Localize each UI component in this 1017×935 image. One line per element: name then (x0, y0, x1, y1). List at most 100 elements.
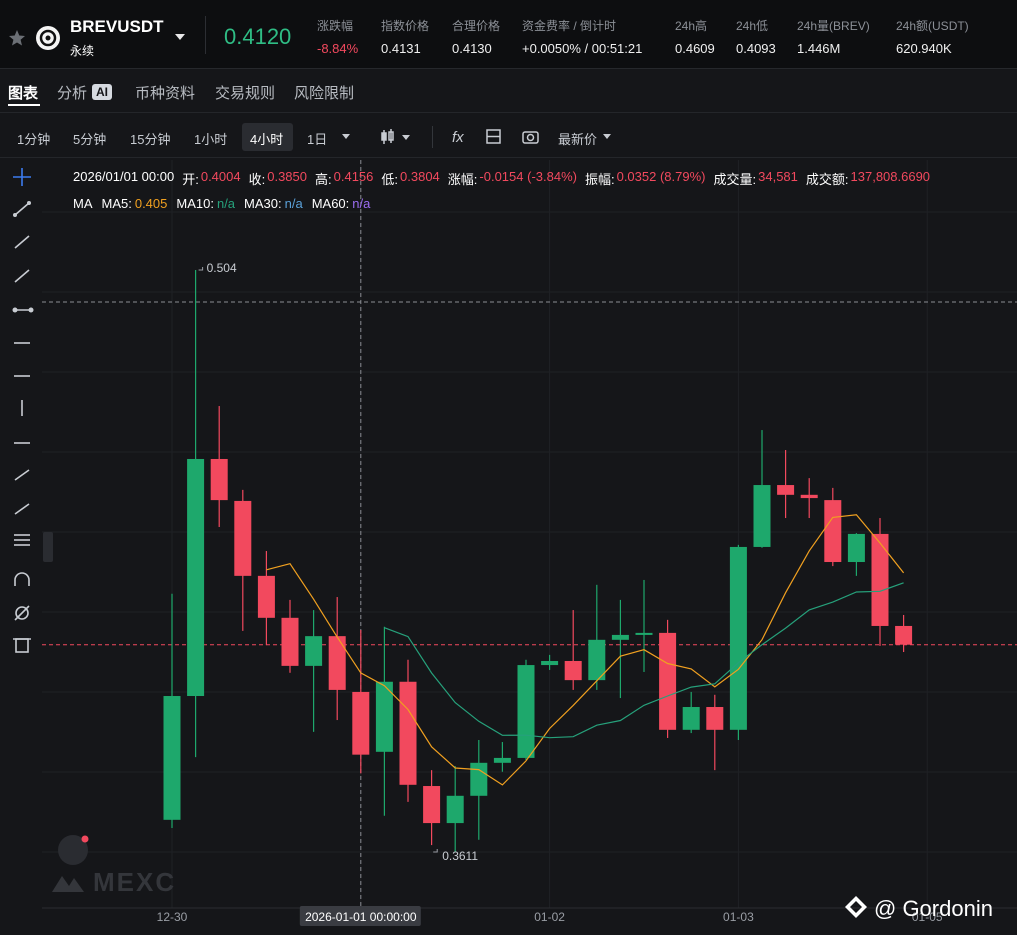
candle-body (824, 500, 842, 563)
ma-value: n/a (216, 196, 236, 211)
info-label: 涨幅: (447, 172, 478, 187)
info-value: 0.0352 (8.79%) (616, 169, 706, 184)
candle-body (281, 617, 299, 666)
tab[interactable]: 图表 (8, 85, 39, 102)
tab[interactable]: 分析 (57, 85, 88, 102)
star-icon[interactable] (8, 29, 26, 47)
candle-body (729, 546, 747, 730)
collapse-handle[interactable] (43, 532, 53, 562)
svg-text:fx: fx (452, 129, 464, 146)
info-label: 收: (248, 172, 266, 187)
stat-label: 24h量(BREV) (797, 19, 870, 33)
candle-body (375, 681, 393, 752)
info-label: 振幅: (584, 172, 615, 187)
more-intervals[interactable] (341, 133, 351, 141)
tab[interactable]: 风险限制 (294, 85, 355, 102)
high-pointer (198, 267, 204, 271)
candle-body (682, 707, 700, 730)
tab-divider (0, 112, 1017, 113)
candle-body (305, 636, 323, 666)
last-price: 0.4120 (224, 24, 292, 49)
ma-value: n/a (352, 196, 371, 211)
low-pointer (433, 849, 438, 853)
replay-dot (81, 835, 89, 843)
divider (432, 126, 433, 148)
toolbar-divider (0, 157, 1017, 158)
active-interval-bg (242, 123, 293, 151)
ma-title: MA (73, 196, 93, 211)
tab[interactable]: 币种资料 (135, 85, 196, 102)
candle-body (517, 665, 535, 758)
x-tick-label: 01-02 (534, 910, 565, 924)
x-label-highlight (299, 906, 421, 926)
info-label: 低: (381, 172, 399, 187)
candle-body (399, 681, 417, 785)
watermark-logo (52, 876, 84, 892)
info-value: 0.3850 (267, 169, 307, 184)
interval[interactable]: 5分钟 (73, 132, 107, 147)
interval[interactable]: 15分钟 (130, 132, 171, 147)
low-label: 0.3611 (442, 849, 478, 863)
interval[interactable]: 1小时 (194, 132, 228, 147)
symbol-dropdown[interactable] (174, 32, 186, 42)
interval[interactable]: 1分钟 (17, 132, 51, 147)
candle-body (470, 762, 488, 796)
replay-button[interactable] (58, 835, 88, 865)
info-value: 0.4156 (333, 169, 374, 184)
stat-label: 24h低 (736, 19, 769, 33)
candle-body (777, 485, 795, 495)
info-value: 0.4004 (200, 169, 241, 184)
chart-tools[interactable]: fx (450, 128, 550, 146)
ai-badge: AI (92, 84, 112, 100)
x-tick-label: 01-03 (723, 910, 754, 924)
contract-type: 永续 (70, 44, 95, 58)
x-tick-label: 2026-01-01 00:00:00 (305, 910, 417, 924)
tab[interactable]: 交易规则 (215, 85, 276, 102)
candle-body (163, 696, 181, 820)
info-value: 34,581 (758, 169, 798, 184)
ma-label: MA5: (101, 196, 132, 211)
stat-value: 1.446M (797, 41, 841, 56)
candle-body (800, 494, 818, 499)
ma-line (266, 514, 905, 786)
interval[interactable]: 1日 (307, 132, 328, 147)
high-label: 0.504 (207, 261, 237, 275)
stat-value: -8.84% (317, 41, 359, 56)
chart-type-button[interactable] (380, 127, 414, 147)
stat-label: 指数价格 (381, 19, 430, 33)
info-value: 137,808.6690 (850, 169, 931, 184)
candle-body (423, 786, 441, 824)
watermark: MEXC (93, 867, 176, 897)
candle-body (541, 660, 559, 666)
tab-underline (8, 104, 40, 106)
candle-body (847, 533, 865, 563)
info-label: 成交额: (805, 172, 849, 187)
stat-label: 合理价格 (452, 19, 501, 33)
stat-value: 620.940K (896, 41, 952, 56)
candle-body (234, 500, 252, 576)
candle-body (706, 707, 724, 730)
candle-body (446, 795, 464, 824)
price-type[interactable]: 最新价 (558, 132, 598, 147)
candle-body (588, 639, 606, 681)
coin-logo (36, 26, 60, 50)
ma-legend: MA MA5: 0.405 MA10: n/a MA30: n/a MA60: n/a (73, 196, 370, 211)
symbol[interactable]: BREVUSDT (70, 17, 164, 36)
stat-value: +0.0050% / 00:51:21 (522, 41, 643, 56)
stat-value: 0.4609 (675, 41, 715, 56)
stat-value: 0.4130 (452, 41, 492, 56)
credit-logo (845, 896, 867, 918)
candle-body (564, 660, 582, 681)
candle-body (659, 632, 677, 730)
candle-body (210, 458, 228, 501)
info-label: 高: (315, 172, 332, 187)
stat-label: 24h额(USDT) (896, 19, 969, 33)
stat-value: 0.4131 (381, 41, 421, 56)
drawing-tools[interactable] (0, 158, 42, 658)
candle-body (611, 634, 629, 640)
candle-body (257, 575, 275, 618)
interval[interactable]: 4小时 (250, 132, 284, 147)
price-type-dropdown[interactable] (602, 133, 612, 141)
stat-label: 涨跌幅 (317, 19, 354, 33)
